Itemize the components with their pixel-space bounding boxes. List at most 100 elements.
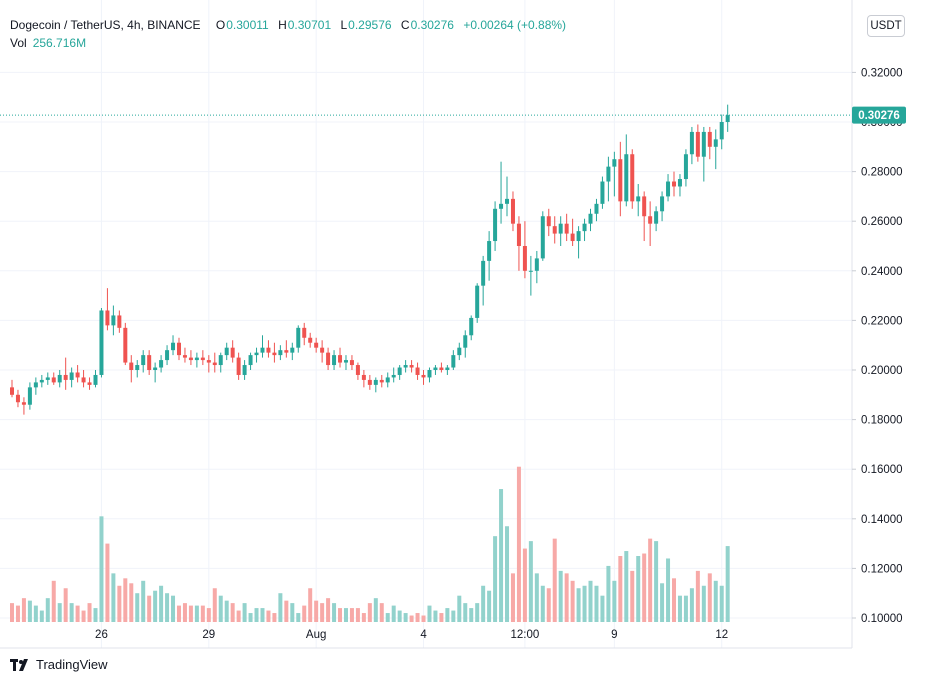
vol-label[interactable]: Vol xyxy=(10,36,27,50)
volume-bar xyxy=(206,608,211,622)
candle-body xyxy=(355,365,360,375)
candle-body xyxy=(165,350,170,361)
volume-bar xyxy=(117,585,122,622)
time-tick-label: 12 xyxy=(715,629,728,641)
volume-bars xyxy=(10,466,730,622)
candle-body xyxy=(725,115,730,122)
volume-bar xyxy=(546,588,551,622)
volume-bar xyxy=(171,595,176,622)
candle-body xyxy=(272,352,277,356)
volume-bar xyxy=(606,565,611,622)
candle-body xyxy=(433,367,438,370)
candle-body xyxy=(546,216,551,227)
candle-body xyxy=(176,342,181,356)
candle-body xyxy=(654,211,659,224)
candle-body xyxy=(200,357,205,361)
volume-bar xyxy=(558,570,563,622)
volume-bar xyxy=(355,608,360,622)
price-tick-label: 0.14000 xyxy=(861,514,903,526)
volume-bar xyxy=(379,603,384,622)
time-tick-label: 9 xyxy=(611,629,617,641)
volume-bar xyxy=(302,605,307,622)
volume-bar xyxy=(99,516,104,622)
volume-bar xyxy=(445,608,450,622)
volume-bar xyxy=(284,600,289,622)
volume-bar xyxy=(93,608,98,622)
volume-bar xyxy=(403,613,408,622)
volume-bar xyxy=(373,598,378,622)
candle-body xyxy=(349,360,354,366)
volume-bar xyxy=(290,603,295,622)
tradingview-logo[interactable]: TradingView xyxy=(10,657,108,672)
candle-body xyxy=(636,196,641,202)
volume-bar xyxy=(242,603,247,622)
volume-bar xyxy=(230,603,235,622)
candle-body xyxy=(666,181,671,197)
volume-bar xyxy=(493,536,498,622)
volume-bar xyxy=(10,603,14,622)
volume-bar xyxy=(135,593,140,622)
time-axis: 26 29 Aug 4 12:00 9 12 xyxy=(95,629,728,641)
candle-body xyxy=(10,387,14,395)
candle-body xyxy=(588,213,593,224)
candle-body xyxy=(385,377,390,383)
candle-body xyxy=(194,357,199,361)
candle-body xyxy=(427,370,432,378)
candle-body xyxy=(445,367,450,370)
volume-row: Vol 256.716M xyxy=(10,34,566,52)
volume-bar xyxy=(326,598,331,622)
close-value: 0.30276 xyxy=(410,18,454,32)
volume-bar xyxy=(689,588,694,622)
candle-body xyxy=(463,335,468,348)
open-label: O xyxy=(215,18,226,32)
volume-bar xyxy=(266,610,271,622)
candle-body xyxy=(564,223,569,234)
volume-bar xyxy=(725,546,730,622)
volume-bar xyxy=(588,580,593,622)
candle-body xyxy=(284,350,289,353)
volume-bar xyxy=(51,580,56,622)
volume-bar xyxy=(87,603,92,622)
candle-body xyxy=(713,139,718,147)
candle-body xyxy=(570,233,575,242)
candle-body xyxy=(367,379,372,385)
chart-grid xyxy=(0,0,852,648)
candle-body xyxy=(493,208,498,242)
symbol-title[interactable]: Dogecoin / TetherUS, 4h, BINANCE xyxy=(10,18,201,32)
change-value: +0.00264 (+0.88%) xyxy=(463,18,567,32)
candle-body xyxy=(612,159,617,167)
currency-button[interactable]: USDT xyxy=(867,15,905,37)
candle-body xyxy=(576,231,581,242)
volume-bar xyxy=(719,585,724,622)
low-value: 0.29576 xyxy=(348,18,392,32)
volume-bar xyxy=(308,588,313,622)
candle-body xyxy=(421,374,426,378)
time-tick-label: 26 xyxy=(95,629,108,641)
volume-bar xyxy=(349,608,354,622)
candle-body xyxy=(415,367,420,375)
last-price-tag-bg xyxy=(852,106,906,124)
volume-bar xyxy=(248,613,253,622)
volume-bar xyxy=(624,551,629,622)
candle-body xyxy=(642,196,647,217)
volume-bar xyxy=(343,608,348,622)
candle-body xyxy=(147,355,152,370)
candle-body xyxy=(75,372,80,378)
volume-bar xyxy=(75,605,80,622)
volume-bar xyxy=(695,570,700,622)
volume-bar xyxy=(487,590,492,622)
candle-body xyxy=(248,355,253,366)
candle-body xyxy=(505,198,510,204)
open-value: 0.30011 xyxy=(226,18,269,32)
candle-body xyxy=(21,402,26,405)
volume-bar xyxy=(367,603,372,622)
candle-body xyxy=(117,315,122,328)
volume-bar xyxy=(564,573,569,622)
volume-bar xyxy=(528,541,533,622)
volume-bar xyxy=(660,583,665,622)
volume-bar xyxy=(165,593,170,622)
candle-body xyxy=(451,355,456,368)
volume-bar xyxy=(582,585,587,622)
volume-bar xyxy=(451,610,456,622)
